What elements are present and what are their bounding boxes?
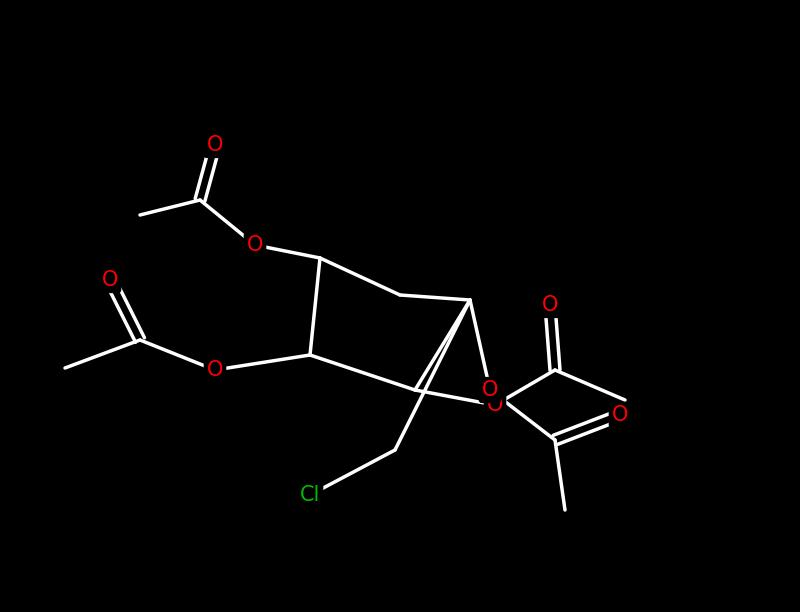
Text: O: O: [482, 380, 498, 400]
Text: O: O: [207, 360, 223, 380]
Text: O: O: [612, 405, 628, 425]
Text: O: O: [102, 270, 118, 290]
Text: O: O: [487, 395, 503, 415]
Text: Cl: Cl: [300, 485, 320, 505]
Text: O: O: [247, 235, 263, 255]
Text: O: O: [542, 295, 558, 315]
Text: O: O: [207, 135, 223, 155]
